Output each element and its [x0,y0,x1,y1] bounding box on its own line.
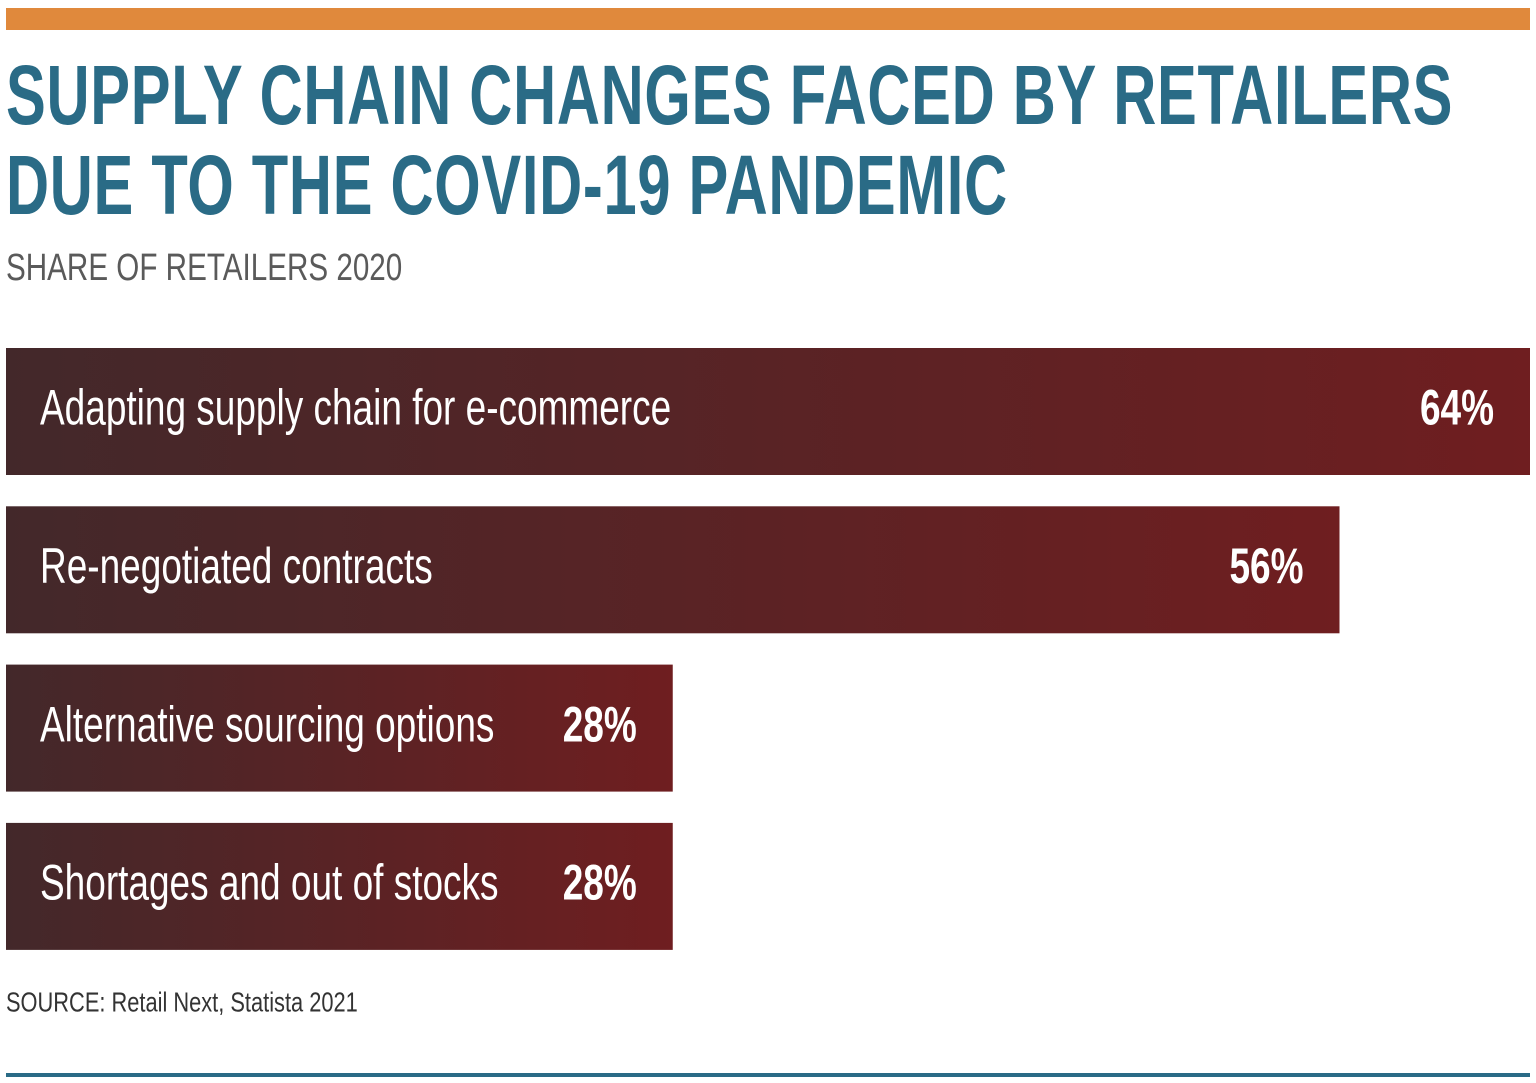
bar [6,822,673,950]
subtitle: SHARE OF RETAILERS 2020 [6,247,402,289]
value-label: 64% [1420,380,1494,436]
chart-title: SUPPLY CHAIN CHANGES FACED BY RETAILERS … [6,50,1454,232]
source: SOURCE: Retail Next, Statista 2021 [6,987,358,1018]
value-label: 56% [1229,539,1303,595]
top-rule [6,8,1530,30]
value-label: 28% [563,697,637,753]
bar [6,506,1340,634]
category-label: Adapting supply chain for e-commerce [40,380,671,436]
category-label: Re-negotiated contracts [40,539,433,595]
bar [6,664,673,792]
category-label: Alternative sourcing options [40,697,494,753]
category-label: Shortages and out of stocks [40,855,499,911]
bar [6,348,1530,475]
value-label: 28% [563,855,637,911]
bottom-rule [6,1073,1530,1077]
title-container: SUPPLY CHAIN CHANGES FACED BY RETAILERS … [6,50,1536,240]
